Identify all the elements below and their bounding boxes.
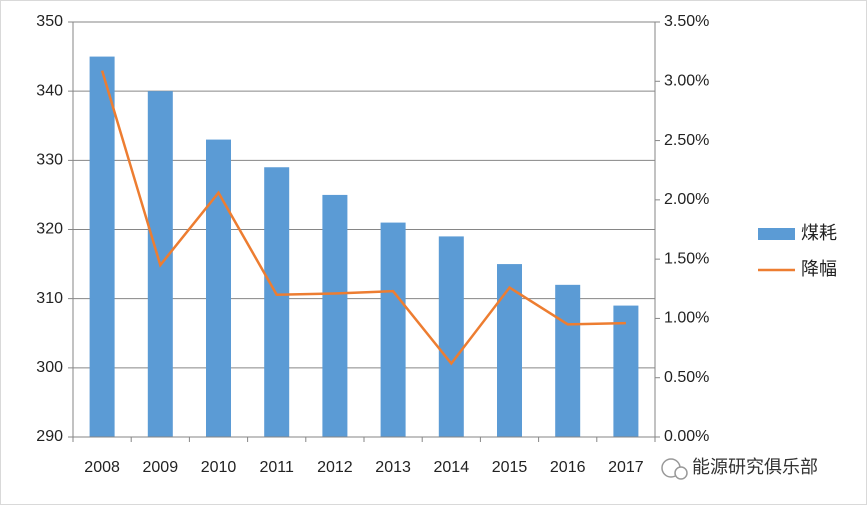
legend-label: 降幅 xyxy=(801,259,837,279)
y2-tick-label: 1.00% xyxy=(664,310,709,327)
y2-tick-label: 3.00% xyxy=(664,73,709,90)
bar xyxy=(555,284,581,437)
y2-tick-label: 2.00% xyxy=(664,191,709,208)
x-tick-label: 2013 xyxy=(375,459,411,476)
bar xyxy=(438,236,464,437)
legend-swatch xyxy=(758,228,795,240)
y-tick-label: 300 xyxy=(36,359,63,376)
y-tick-label: 330 xyxy=(36,152,63,169)
bar xyxy=(206,139,231,438)
y-tick-label: 350 xyxy=(36,13,63,30)
x-tick-label: 2014 xyxy=(434,459,470,476)
bar xyxy=(322,194,348,437)
y2-tick-label: 2.50% xyxy=(664,132,709,149)
y-tick-label: 320 xyxy=(36,221,63,238)
bar xyxy=(613,305,639,437)
bar xyxy=(89,56,115,437)
line xyxy=(100,70,626,366)
x-tick-label: 2009 xyxy=(143,459,179,476)
y-tick-label: 340 xyxy=(36,82,63,99)
x-tick-label: 2017 xyxy=(608,459,644,476)
bar xyxy=(380,222,406,437)
bar xyxy=(497,264,522,437)
y2-tick-label: 0.50% xyxy=(664,369,709,386)
x-tick-label: 2011 xyxy=(259,459,294,476)
watermark-icon xyxy=(674,466,688,480)
y-tick-label: 290 xyxy=(36,428,63,445)
x-tick-label: 2008 xyxy=(84,459,120,476)
watermark: 能源研究俱乐部 xyxy=(661,457,818,480)
legend-label: 煤耗 xyxy=(801,223,837,243)
y2-tick-label: 0.00% xyxy=(664,428,709,445)
x-tick-label: 2015 xyxy=(492,459,528,476)
x-tick-label: 2016 xyxy=(550,459,586,476)
watermark-text: 能源研究俱乐部 xyxy=(692,457,818,477)
x-tick-label: 2010 xyxy=(201,459,237,476)
x-tick-label: 2012 xyxy=(317,459,353,476)
y2-tick-label: 3.50% xyxy=(664,13,709,30)
y2-tick-label: 1.50% xyxy=(664,250,709,267)
bar xyxy=(264,167,290,437)
y-tick-label: 310 xyxy=(36,290,63,307)
